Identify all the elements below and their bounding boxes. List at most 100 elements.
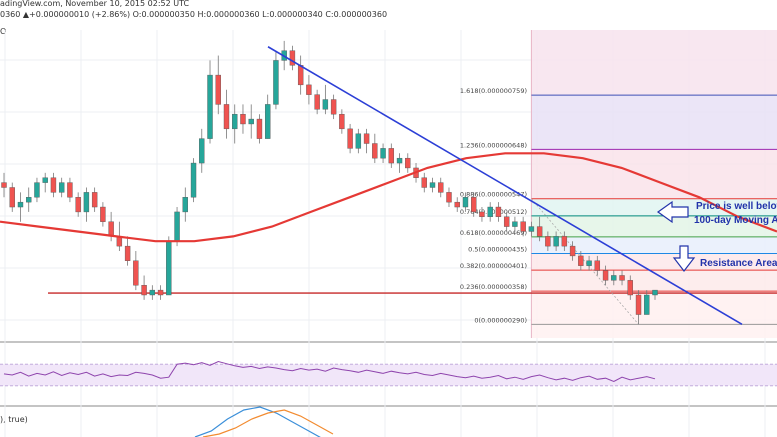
- candle-body: [479, 211, 485, 218]
- candle-body: [569, 245, 576, 257]
- fib-band: [531, 270, 777, 292]
- fib-band: [531, 215, 777, 237]
- candle-body: [133, 260, 139, 286]
- candle-body: [347, 128, 353, 149]
- candle-body: [108, 221, 114, 237]
- candle-body: [380, 148, 386, 159]
- candle-body: [207, 74, 213, 139]
- candle-body: [232, 113, 238, 130]
- candle-body: [190, 162, 197, 198]
- candle-body: [602, 270, 609, 281]
- candle-body: [166, 241, 172, 296]
- candle-body: [42, 177, 48, 183]
- candle-body: [91, 192, 98, 208]
- fib-band-below: [531, 324, 777, 338]
- rsi-band: [0, 364, 777, 386]
- fib-band: [531, 291, 777, 325]
- annotation-price-below: Price is well below: [696, 201, 777, 212]
- candle-body: [396, 157, 403, 164]
- fib-band: [531, 236, 777, 254]
- fib-level-label: 0(0.000000290): [474, 316, 527, 324]
- candle-body: [446, 192, 452, 203]
- arrow-left-icon: [656, 200, 689, 224]
- candle-body: [182, 197, 188, 213]
- candle-body: [75, 197, 81, 213]
- candle-body: [273, 60, 279, 105]
- candle-body: [495, 206, 502, 218]
- candle-body: [355, 133, 362, 149]
- candle-body: [627, 280, 633, 296]
- candle-body: [199, 138, 205, 164]
- candle-body: [536, 226, 543, 237]
- candle-body: [50, 177, 57, 193]
- candle-body: [149, 289, 156, 296]
- candle-body: [223, 104, 230, 130]
- macd-line: [194, 406, 321, 437]
- candle-body: [83, 192, 90, 213]
- candle-body: [454, 201, 460, 208]
- candle-body: [561, 236, 568, 247]
- candle-body: [297, 65, 304, 86]
- symbol-label: O: [0, 27, 7, 36]
- candle-body: [289, 50, 296, 66]
- candle-body: [578, 255, 584, 266]
- arrow-down-icon: [672, 245, 696, 272]
- candle-body: [240, 113, 246, 125]
- moving-average-line: [0, 152, 777, 243]
- rsi-line: [3, 360, 656, 383]
- candle-body: [611, 275, 617, 281]
- fib-level-label: 1.618(0.000000759): [460, 87, 527, 95]
- candle-body: [438, 182, 444, 193]
- candle-body: [100, 206, 106, 222]
- trendline-resistance: [267, 46, 743, 326]
- candle-body: [34, 182, 40, 198]
- header-ohlc-text: 0360 ▲+0.000000010 (+2.86%) O:0.00000035…: [0, 10, 388, 19]
- macd-signal-line: [202, 409, 334, 437]
- candle-body: [545, 236, 551, 247]
- candle-body: [322, 99, 329, 110]
- candle-body: [157, 289, 164, 296]
- candle-body: [520, 221, 526, 232]
- fib-level-label: 1.236(0.000000648): [460, 141, 527, 149]
- candle-body: [553, 236, 559, 247]
- fib-level-label: 0.764(0.000000512): [460, 208, 527, 216]
- candle-body: [594, 260, 601, 271]
- candle-body: [58, 182, 65, 193]
- candle-body: [174, 211, 180, 242]
- candle-body: [314, 94, 320, 110]
- indicator-label: ), true): [0, 415, 28, 424]
- candle-body: [421, 177, 427, 188]
- fib-band: [531, 198, 777, 216]
- candle-body: [124, 245, 131, 261]
- candle-body: [67, 182, 73, 198]
- annotation-moving-average: 100-day Moving A: [694, 215, 777, 226]
- candle-body: [339, 113, 345, 130]
- candle-body: [141, 285, 147, 296]
- candle-body: [619, 275, 625, 281]
- fib-band: [531, 253, 777, 271]
- candle-body: [635, 294, 642, 315]
- candle-body: [17, 201, 24, 208]
- candle-body: [512, 221, 518, 227]
- candle-body: [372, 143, 378, 159]
- candle-body: [487, 206, 493, 218]
- candle-body: [405, 157, 411, 169]
- candle-body: [462, 197, 469, 208]
- candle-body: [503, 216, 510, 227]
- candle-body: [306, 84, 312, 95]
- fib-level-label: 0.618(0.000000469): [460, 229, 527, 237]
- candle-body: [264, 104, 271, 139]
- fib-band: [531, 95, 777, 150]
- candle-body: [429, 182, 436, 188]
- candle-body: [528, 226, 535, 232]
- fib-level-label: 0.886(0.000000547): [460, 191, 527, 199]
- candle-body: [388, 148, 395, 164]
- candle-body: [652, 289, 658, 296]
- candle-body: [26, 197, 32, 203]
- header-source-text: adingView.com, November 10, 2015 02:52 U…: [0, 0, 190, 8]
- candle-body: [256, 118, 263, 139]
- annotation-resistance-area: Resistance Area: [700, 258, 777, 269]
- fib-band-extension: [531, 30, 777, 96]
